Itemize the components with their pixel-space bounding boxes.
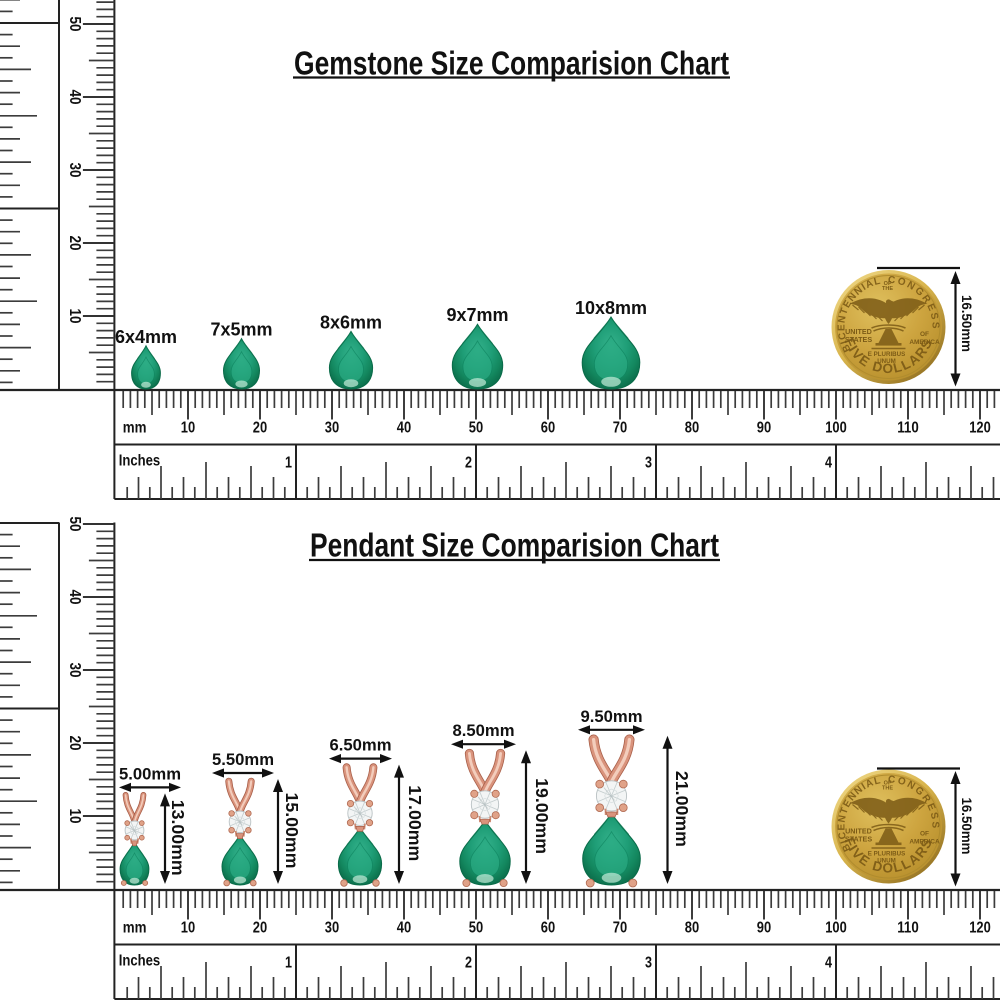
svg-text:20: 20 [253, 420, 267, 437]
svg-text:4: 4 [825, 955, 832, 972]
svg-text:2: 2 [465, 955, 472, 972]
svg-text:70: 70 [613, 420, 627, 437]
svg-text:OF: OF [920, 331, 929, 338]
svg-text:70: 70 [613, 920, 627, 937]
svg-text:40: 40 [397, 920, 411, 937]
svg-text:110: 110 [897, 920, 919, 937]
svg-text:STATES: STATES [845, 335, 872, 344]
svg-text:30: 30 [66, 663, 83, 678]
svg-text:8x6mm: 8x6mm [320, 312, 382, 332]
svg-text:30: 30 [325, 920, 339, 937]
svg-text:10x8mm: 10x8mm [575, 298, 647, 318]
svg-text:50: 50 [66, 517, 83, 532]
svg-text:15.00mm: 15.00mm [282, 793, 302, 869]
svg-text:90: 90 [757, 420, 771, 437]
svg-text:AMERICA: AMERICA [909, 339, 940, 346]
svg-text:Inches: Inches [119, 953, 161, 970]
svg-text:1: 1 [285, 455, 292, 472]
svg-text:6.50mm: 6.50mm [330, 736, 392, 755]
svg-text:E PLURIBUS: E PLURIBUS [868, 351, 905, 358]
svg-text:80: 80 [685, 420, 699, 437]
svg-text:30: 30 [66, 163, 83, 178]
svg-text:8.50mm: 8.50mm [453, 721, 515, 740]
svg-text:UNITED: UNITED [845, 827, 872, 836]
svg-text:120: 120 [969, 420, 991, 437]
svg-text:90: 90 [757, 920, 771, 937]
svg-text:7x5mm: 7x5mm [210, 320, 272, 340]
svg-text:10: 10 [66, 309, 83, 324]
svg-text:4: 4 [825, 455, 832, 472]
svg-text:mm: mm [123, 920, 147, 937]
svg-text:UNUM: UNUM [877, 358, 896, 365]
svg-text:100: 100 [825, 420, 847, 437]
svg-text:20: 20 [66, 236, 83, 251]
svg-text:THE: THE [882, 786, 893, 792]
svg-text:UNITED: UNITED [845, 327, 872, 336]
svg-text:5.50mm: 5.50mm [212, 750, 274, 769]
svg-text:UNUM: UNUM [877, 858, 896, 865]
svg-text:13.00mm: 13.00mm [168, 800, 188, 876]
svg-text:Gemstone Size Comparision Char: Gemstone Size Comparision Chart [294, 45, 729, 82]
svg-text:20: 20 [66, 736, 83, 751]
svg-text:3: 3 [645, 455, 652, 472]
svg-text:AMERICA: AMERICA [909, 839, 940, 846]
svg-text:9x7mm: 9x7mm [446, 305, 508, 325]
svg-text:Inches: Inches [119, 453, 161, 470]
svg-text:10: 10 [181, 920, 195, 937]
svg-text:60: 60 [541, 920, 555, 937]
svg-text:mm: mm [123, 420, 147, 437]
svg-text:1: 1 [285, 955, 292, 972]
svg-text:STATES: STATES [845, 835, 872, 844]
svg-text:OF: OF [920, 831, 929, 838]
svg-text:30: 30 [325, 420, 339, 437]
svg-text:16.50mm: 16.50mm [959, 295, 975, 352]
svg-text:E PLURIBUS: E PLURIBUS [868, 851, 905, 858]
svg-text:120: 120 [969, 920, 991, 937]
svg-text:9.50mm: 9.50mm [581, 707, 643, 726]
svg-text:3: 3 [645, 955, 652, 972]
svg-text:110: 110 [897, 420, 919, 437]
svg-text:6x4mm: 6x4mm [115, 327, 177, 347]
svg-text:2: 2 [465, 455, 472, 472]
svg-text:10: 10 [66, 809, 83, 824]
svg-text:OF: OF [884, 781, 892, 787]
svg-text:10: 10 [181, 420, 195, 437]
svg-text:50: 50 [469, 920, 483, 937]
svg-text:50: 50 [66, 17, 83, 32]
svg-text:20: 20 [253, 920, 267, 937]
svg-text:OF: OF [884, 281, 892, 287]
svg-text:17.00mm: 17.00mm [405, 785, 425, 861]
svg-text:80: 80 [685, 920, 699, 937]
svg-text:THE: THE [882, 286, 893, 292]
svg-text:5.00mm: 5.00mm [119, 764, 181, 783]
svg-text:40: 40 [66, 90, 83, 105]
svg-text:50: 50 [469, 420, 483, 437]
svg-text:19.00mm: 19.00mm [532, 778, 552, 854]
svg-text:16.50mm: 16.50mm [959, 798, 975, 855]
svg-text:100: 100 [825, 920, 847, 937]
svg-text:40: 40 [66, 590, 83, 605]
svg-text:60: 60 [541, 420, 555, 437]
svg-text:40: 40 [397, 420, 411, 437]
svg-text:Pendant Size Comparision Chart: Pendant Size Comparision Chart [310, 527, 719, 564]
svg-text:21.00mm: 21.00mm [672, 771, 692, 847]
